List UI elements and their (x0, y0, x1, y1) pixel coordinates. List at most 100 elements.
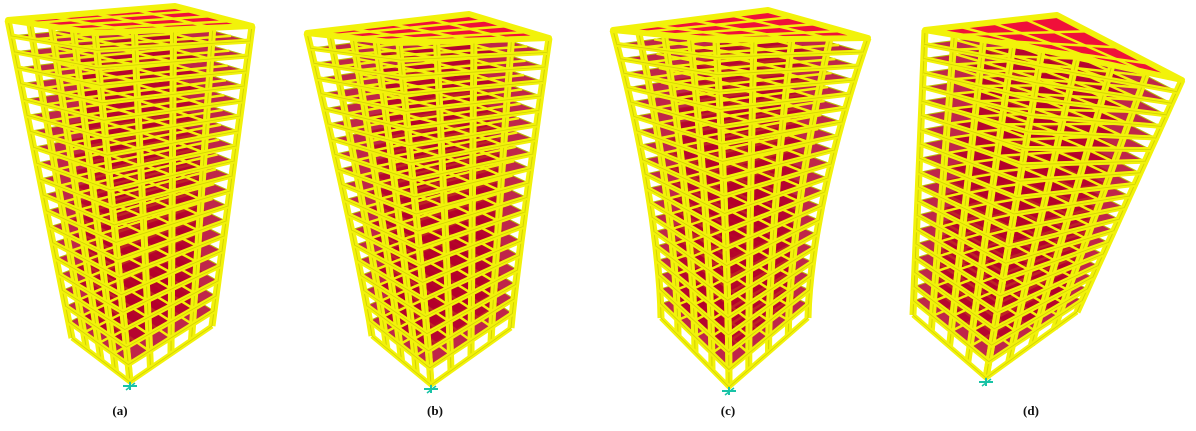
floor-beam-edge (914, 271, 1093, 330)
floor-beam-edge (620, 58, 859, 76)
caption-a: (a) (112, 403, 128, 418)
floor-beam-edge (917, 214, 1114, 264)
floor-beam-edge (922, 86, 1162, 127)
slab-beam (87, 123, 222, 151)
floor-beam-edge (39, 175, 233, 208)
floor-beam-edge (369, 313, 513, 369)
support-symbol (981, 378, 992, 387)
panel-a (0, 0, 299, 400)
floor-beam-edge (363, 284, 516, 335)
floor-beam-edge (633, 116, 842, 145)
roof-frame (922, 12, 1185, 83)
roof-frame (610, 7, 871, 43)
floor-beam-edge (636, 130, 839, 162)
floor-beam-edge (915, 243, 1104, 297)
floor-beam-edge (660, 303, 809, 371)
slab-beam (75, 34, 232, 49)
slab-beam (387, 22, 475, 42)
building-model-b (303, 11, 553, 394)
caption-c: (c) (720, 403, 736, 418)
floor-beam-edge (324, 108, 539, 129)
panel-c (598, 0, 897, 400)
roof-frame (5, 3, 255, 36)
floor-beam-edge (649, 202, 822, 249)
floor-beam-edge (921, 100, 1156, 139)
floor-beam-edge (657, 260, 813, 319)
slab-beam (81, 79, 227, 100)
slab-beam (73, 19, 233, 31)
support-symbol (724, 387, 735, 396)
floor-beam-edge (310, 47, 547, 61)
support-symbol (426, 385, 437, 394)
floor-beam-edge (918, 172, 1130, 215)
floor-beam-edge (651, 216, 820, 267)
floor-beam-edge (331, 138, 535, 164)
floor-beam-edge (348, 211, 526, 249)
column-edge (510, 37, 550, 329)
floor-beam-edge (913, 286, 1088, 346)
floor-beam-edge (918, 186, 1125, 231)
floor-beam-edge (913, 300, 1083, 363)
slab-beam (132, 8, 214, 29)
floor-beam-edge (920, 143, 1141, 182)
floor-beam-edge (924, 43, 1177, 92)
caption-b: (b) (427, 403, 443, 418)
floor-beam-edge (658, 274, 812, 336)
floor-beam-edge (327, 123, 537, 147)
floor-beam-edge (23, 99, 243, 121)
floor-beam-edge (49, 220, 227, 261)
floor-beam-edge (17, 67, 247, 86)
floor-beam-edge (655, 245, 815, 301)
floor-beam-edge (55, 250, 223, 296)
floor-beam-edge (27, 115, 241, 139)
floor-beam-edge (917, 200, 1120, 248)
floor-beam-edge (360, 269, 518, 318)
caption-d: (d) (1023, 403, 1039, 418)
floor-beam-edge (317, 78, 543, 95)
floor-beam-edge (923, 58, 1172, 104)
floor-beam-edge (33, 145, 237, 174)
slab-beam (690, 18, 793, 41)
building-model-c (609, 7, 872, 396)
floor-beam-edge (647, 188, 825, 232)
floor-beam-edge (334, 153, 533, 181)
floor-beam-edge (65, 295, 217, 348)
floor-beam-edge (357, 255, 520, 300)
slab-beam (77, 49, 230, 66)
floor-beam-edge (314, 62, 545, 78)
floor-beam-edge (20, 83, 245, 104)
floor-beam-edge (68, 310, 215, 366)
floor-beam-edge (351, 226, 524, 266)
slab-beam (428, 17, 512, 41)
slab-beam (89, 138, 220, 168)
floor-beam-edge (627, 87, 851, 110)
floor-beam-edge (616, 44, 864, 58)
support-symbol (125, 382, 136, 391)
floor-beam-edge (639, 144, 835, 180)
floor-beam-edge (630, 101, 846, 128)
floor-beam-edge (915, 257, 1099, 313)
floor-beam-edge (14, 51, 249, 69)
slab-beam (690, 29, 844, 39)
floor-beam-edge (58, 265, 221, 313)
roof-frame (304, 11, 552, 46)
slab-beam (375, 30, 530, 42)
floor-beam-edge (653, 231, 817, 284)
floor-beam-edge (642, 159, 832, 197)
floor-beam-edge (923, 72, 1167, 116)
panel-b (299, 0, 598, 400)
slab-beam (1023, 17, 1148, 74)
floor-beam-edge (920, 129, 1146, 166)
floor-beam-edge (46, 205, 229, 243)
floor-beam-edge (321, 93, 541, 112)
panel-d (897, 0, 1196, 400)
floor-beam-edge (30, 130, 239, 156)
floor-beam-edge (11, 35, 251, 51)
floor-beam-edge (341, 182, 529, 215)
floor-beam-edge (354, 240, 522, 283)
floor-beam-edge (623, 72, 855, 93)
floor-beam-edge (916, 229, 1109, 281)
slab-beam (79, 64, 228, 83)
floor-beam-edge (659, 288, 810, 353)
floor-beam-edge (36, 160, 235, 191)
